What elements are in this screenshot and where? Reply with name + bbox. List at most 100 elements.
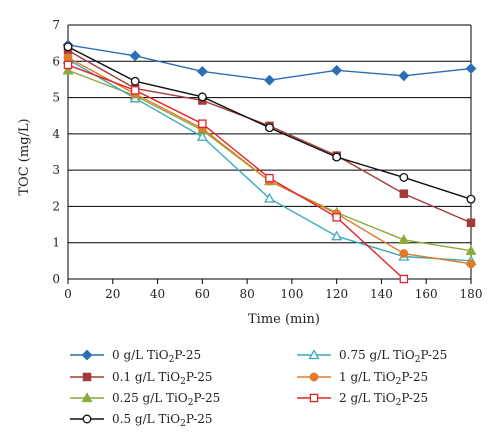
legend-label-subscript: 2 <box>169 355 175 365</box>
legend-marker <box>82 372 92 382</box>
data-point <box>398 70 410 82</box>
data-point <box>332 213 341 222</box>
series-6 <box>63 60 409 284</box>
legend-label-tail: P-25 <box>420 348 447 362</box>
legend-label: 0.25 g/L TiO2P-25 <box>112 391 220 408</box>
legend-label-tail: P-25 <box>401 370 428 384</box>
data-point <box>196 131 208 141</box>
legend-marker <box>309 372 319 382</box>
y-axis-label: TOC (mg/L) <box>17 118 32 195</box>
data-point <box>130 86 140 95</box>
y-tick-label: 1 <box>52 236 60 250</box>
data-point <box>129 50 141 62</box>
y-tick-labels: 0 1 2 3 4 5 6 7 <box>52 18 60 286</box>
series-0 <box>62 39 477 86</box>
legend-marker <box>82 414 92 424</box>
legend-item: 0.5 g/L TiO2P-25 <box>70 412 213 429</box>
x-tick-label: 160 <box>415 287 438 301</box>
y-tick-label: 2 <box>52 199 60 213</box>
y-tick-label: 7 <box>52 18 60 32</box>
x-tick-label: 40 <box>150 287 165 301</box>
legend-label-subscript: 2 <box>180 377 186 387</box>
legend-label-tail: P-25 <box>174 348 201 362</box>
data-point <box>198 119 207 128</box>
data-point <box>399 172 409 182</box>
legend-item: 0 g/L TiO2P-25 <box>70 348 201 365</box>
data-point <box>265 123 274 133</box>
data-point <box>196 66 208 77</box>
legend-label-tail: P-25 <box>186 370 213 384</box>
data-point <box>62 64 74 75</box>
x-axis-label: Time (min) <box>248 312 320 327</box>
legend-label-main: 0 g/L TiO <box>112 348 169 362</box>
x-tick-label: 140 <box>370 287 393 301</box>
legend-label: 0 g/L TiO2P-25 <box>112 348 201 365</box>
legend-label-main: 0.25 g/L TiO <box>112 391 188 405</box>
y-tick-label: 4 <box>52 127 60 141</box>
data-point <box>465 63 477 74</box>
data-point <box>197 92 207 102</box>
legend-label-main: 0.1 g/L TiO <box>112 370 180 384</box>
data-point <box>63 42 73 52</box>
data-point <box>331 230 343 241</box>
legend-label-subscript: 2 <box>188 398 194 408</box>
series-5 <box>63 53 476 269</box>
data-point <box>466 218 476 228</box>
x-tick-label: 180 <box>460 287 483 301</box>
series-3 <box>63 42 476 204</box>
x-tick-label: 0 <box>64 287 72 301</box>
data-point <box>399 274 409 284</box>
data-point <box>130 76 140 86</box>
legend-item: 0.75 g/L TiO2P-25 <box>297 348 447 365</box>
data-point <box>399 189 409 198</box>
legend-label-subscript: 2 <box>396 377 402 387</box>
series-line <box>67 64 405 280</box>
legend-label-main: 0.75 g/L TiO <box>339 348 415 362</box>
x-tick-label: 80 <box>239 287 254 301</box>
x-tick-labels: 0 20 40 60 80 100 120 140 160 180 <box>64 279 482 301</box>
legend: 0 g/L TiO2P-250.1 g/L TiO2P-250.25 g/L T… <box>70 348 447 429</box>
legend-marker <box>309 393 319 403</box>
legend-label-subscript: 2 <box>396 398 402 408</box>
legend-label-tail: P-25 <box>401 391 428 405</box>
series-group <box>62 39 477 284</box>
data-point <box>465 244 477 255</box>
legend-label-main: 1 g/L TiO <box>339 370 396 384</box>
legend-item: 1 g/L TiO2P-25 <box>297 370 428 387</box>
data-point <box>398 234 410 244</box>
legend-label: 1 g/L TiO2P-25 <box>339 370 428 387</box>
data-point <box>265 173 274 183</box>
legend-label: 2 g/L TiO2P-25 <box>339 391 428 408</box>
x-tick-label: 20 <box>105 287 120 301</box>
series-2 <box>62 64 477 255</box>
legend-label: 0.1 g/L TiO2P-25 <box>112 370 213 387</box>
data-point <box>63 60 73 70</box>
y-tick-label: 5 <box>52 91 60 105</box>
data-point <box>263 192 276 203</box>
legend-label-tail: P-25 <box>186 412 213 426</box>
data-point <box>466 194 476 204</box>
legend-label-main: 2 g/L TiO <box>339 391 396 405</box>
legend-label: 0.75 g/L TiO2P-25 <box>339 348 447 365</box>
legend-item: 0.1 g/L TiO2P-25 <box>70 370 213 387</box>
y-tick-label: 0 <box>52 272 60 286</box>
legend-marker <box>308 349 320 360</box>
y-tick-label: 3 <box>52 163 60 177</box>
data-point <box>466 259 476 269</box>
legend-marker <box>81 349 93 361</box>
legend-label-main: 0.5 g/L TiO <box>112 412 180 426</box>
x-tick-label: 120 <box>325 287 348 301</box>
legend-label-subscript: 2 <box>415 355 421 365</box>
legend-label-tail: P-25 <box>193 391 220 405</box>
y-tick-label: 6 <box>52 54 60 68</box>
data-point <box>331 64 343 76</box>
data-point <box>264 74 275 86</box>
x-tick-label: 60 <box>195 287 210 301</box>
legend-item: 2 g/L TiO2P-25 <box>297 391 428 408</box>
data-point <box>399 249 409 259</box>
x-tick-label: 100 <box>280 287 303 301</box>
legend-label: 0.5 g/L TiO2P-25 <box>112 412 213 429</box>
data-point <box>63 53 73 63</box>
series-line <box>67 57 472 265</box>
